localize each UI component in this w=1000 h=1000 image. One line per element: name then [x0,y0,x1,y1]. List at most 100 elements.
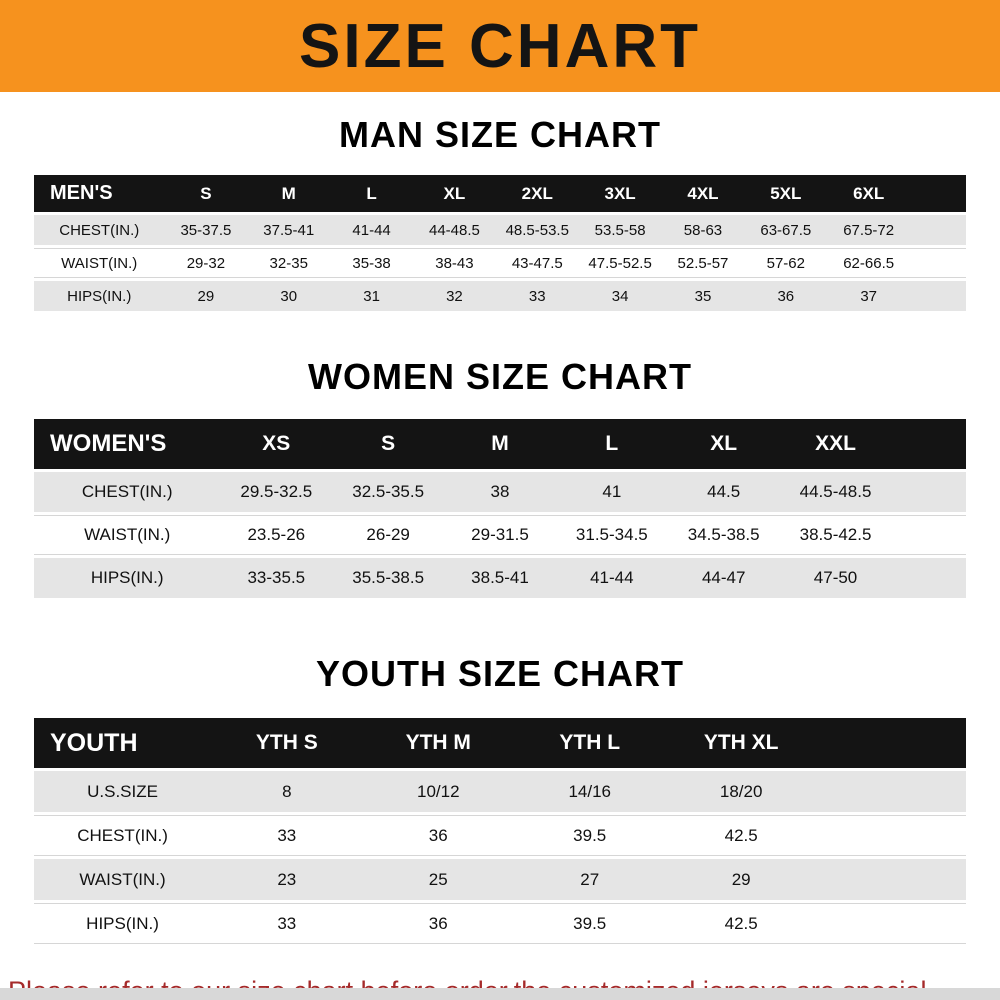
measurement-row: U.S.SIZE 8 10/12 14/16 18/20 [34,771,966,812]
size-column-header: YTH XL [665,718,817,768]
banner: SIZE CHART [0,0,1000,92]
size-column-header: M [444,419,556,469]
size-column-header: S [164,175,248,212]
measurement-row: HIPS(IN.) 33-35.5 35.5-38.5 38.5-41 41-44 44-… [34,558,966,598]
measurement-row: CHEST(IN.) 35-37.5 37.5-41 41-44 44-48.5 48.5… [34,215,966,245]
row-label: CHEST(IN.) [81,482,173,501]
page-title: SIZE CHART [299,11,701,81]
youth-size-table: YOUTH YTH S YTH M YTH L YTH XL U.S.SIZE 8 10/12… [34,715,966,947]
filler-cell [910,248,966,278]
size-value: 35.5-38.5 [352,568,425,587]
row-label: CHEST(IN.) [34,815,212,856]
size-value: 31.5-34.5 [555,515,668,555]
filler-cell [910,175,966,212]
row-label: HIPS(IN.) [34,903,212,944]
filler-cell [817,771,966,812]
size-column-header: YTH M [362,718,514,768]
youth-size-chart-heading: YOUTH SIZE CHART [315,653,684,694]
filler-cell [816,718,966,768]
size-column-header: 3XL [578,175,662,212]
size-value: 42.5 [665,903,817,944]
size-column-header: XL [667,419,780,469]
size-value: 37 [860,287,877,305]
size-value: 47-50 [813,568,858,587]
size-value: 33 [211,903,363,944]
row-label: WAIST(IN.) [34,248,165,278]
filler-cell [910,215,966,245]
size-value: 38 [490,482,510,501]
size-value: 43-47.5 [495,248,579,278]
measurement-row: CHEST(IN.) 33 36 39.5 42.5 [34,815,966,856]
size-column-header: S [332,419,445,469]
size-value: 30 [280,287,298,305]
row-label: HIPS(IN.) [67,287,132,305]
size-value: 32 [446,287,463,305]
table-header-row: YOUTH YTH S YTH M YTH L YTH XL [34,718,966,768]
size-column-header: YTH S [211,718,363,768]
size-value: 32.5-35.5 [352,482,425,501]
size-value: 27 [580,869,600,889]
size-value: 36 [362,815,514,856]
size-value: 53.5-58 [594,221,646,239]
size-value: 48.5-53.5 [505,221,569,239]
filler-cell [817,859,966,900]
man-size-table: MEN'S S M L XL 2XL 3XL 4XL 5XL 6XL CHEST(IN.) 35-37… [34,172,966,314]
size-value: 29-31.5 [444,515,556,555]
size-column-header: 2XL [495,175,579,212]
filler-cell [891,419,966,469]
size-value: 57-62 [744,248,828,278]
size-value: 29.5-32.5 [240,482,313,501]
size-value: 25 [428,869,448,889]
filler-cell [891,515,966,555]
women-size-table: WOMEN'S XS S M L XL XXL CHEST(IN.) 29.5-32.5 32.5… [34,416,966,601]
size-column-header: L [330,175,413,212]
size-column-header: L [555,419,668,469]
size-value: 33 [211,815,363,856]
size-value: 34.5-38.5 [667,515,780,555]
women-size-section: WOMEN SIZE CHART WOMEN'S XS S M L XL XXL CHEST(… [0,356,1000,601]
size-value: 38.5-41 [471,568,529,587]
size-value: 23 [277,869,297,889]
table-title-cell: WOMEN'S [34,419,221,469]
table-header-row: MEN'S S M L XL 2XL 3XL 4XL 5XL 6XL [34,175,966,212]
size-value: 23.5-26 [220,515,333,555]
size-value: 35-38 [330,248,413,278]
size-value: 62-66.5 [827,248,911,278]
size-value: 10/12 [416,781,460,801]
size-value: 32-35 [247,248,331,278]
size-value: 8 [282,781,292,801]
size-value: 67.5-72 [843,221,895,239]
measurement-row: HIPS(IN.) 33 36 39.5 42.5 [34,903,966,944]
measurement-row: CHEST(IN.) 29.5-32.5 32.5-35.5 38 41 44.5 44.5… [34,472,966,512]
size-value: 34 [611,287,629,305]
size-column-header: YTH L [513,718,666,768]
size-value: 58-63 [683,221,723,239]
size-value: 18/20 [719,781,763,801]
filler-cell [816,903,966,944]
size-value: 37.5-41 [263,221,315,239]
size-column-header: XL [413,175,496,212]
man-size-chart-heading: MAN SIZE CHART [339,114,661,155]
size-value: 35 [694,287,712,305]
size-value: 29 [731,869,751,889]
size-value: 44-47 [701,568,746,587]
size-value: 38.5-42.5 [779,515,892,555]
man-size-section: MAN SIZE CHART MEN'S S M L XL 2XL 3XL 4XL 5XL 6XL… [0,114,1000,314]
size-value: 26-29 [332,515,445,555]
size-column-header: XS [220,419,333,469]
size-value: 41-44 [352,221,391,239]
size-value: 44.5-48.5 [799,482,872,501]
size-value: 41-44 [590,568,634,587]
filler-cell [891,472,966,512]
size-column-header: 4XL [661,175,745,212]
size-value: 31 [363,287,380,305]
table-header-row: WOMEN'S XS S M L XL XXL [34,419,966,469]
size-column-header: 5XL [744,175,828,212]
row-label: U.S.SIZE [87,781,158,801]
size-value: 42.5 [665,815,817,856]
size-value: 29-32 [164,248,248,278]
measurement-row: HIPS(IN.) 29 30 31 32 33 34 35 36 37 [34,281,966,311]
size-value: 35-37.5 [180,221,232,239]
measurement-row: WAIST(IN.) 23.5-26 26-29 29-31.5 31.5-34.5 34… [34,515,966,555]
